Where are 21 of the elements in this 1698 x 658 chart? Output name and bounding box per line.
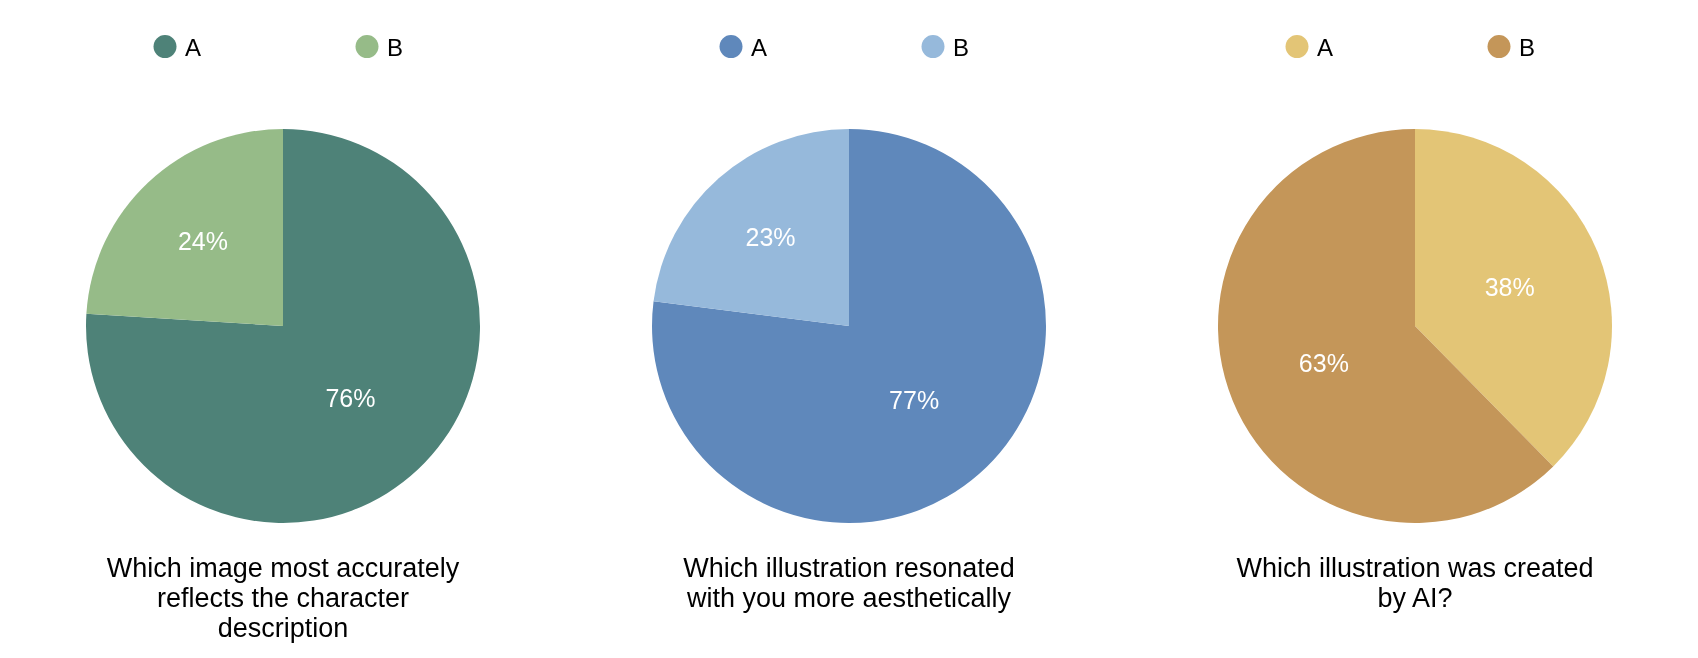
text: Which illustration resonated with you more aesthetically [682, 553, 1016, 613]
data-label: 23% [745, 223, 796, 252]
legend-label: A [185, 33, 202, 61]
legend-label: B [1519, 33, 1536, 61]
pie-slice [86, 129, 283, 326]
text: Which illustration was created by AI? [1235, 553, 1595, 613]
pie-slice [86, 129, 480, 523]
pie-slice [1415, 129, 1612, 467]
data-label: 63% [1298, 349, 1349, 378]
legend-label: A [751, 33, 768, 61]
data-label: 76% [325, 383, 376, 412]
pie-slice [653, 129, 849, 326]
legend-label: B [387, 33, 404, 61]
text: Which image most accurately reflects the character description [105, 553, 461, 643]
data-label: 77% [889, 385, 940, 414]
legend-label: A [1317, 33, 1334, 61]
legend-label: B [953, 33, 970, 61]
pie-slice [1218, 129, 1554, 523]
data-label: 24% [177, 226, 228, 255]
pie-slice [652, 129, 1046, 523]
data-label: 38% [1484, 273, 1535, 302]
